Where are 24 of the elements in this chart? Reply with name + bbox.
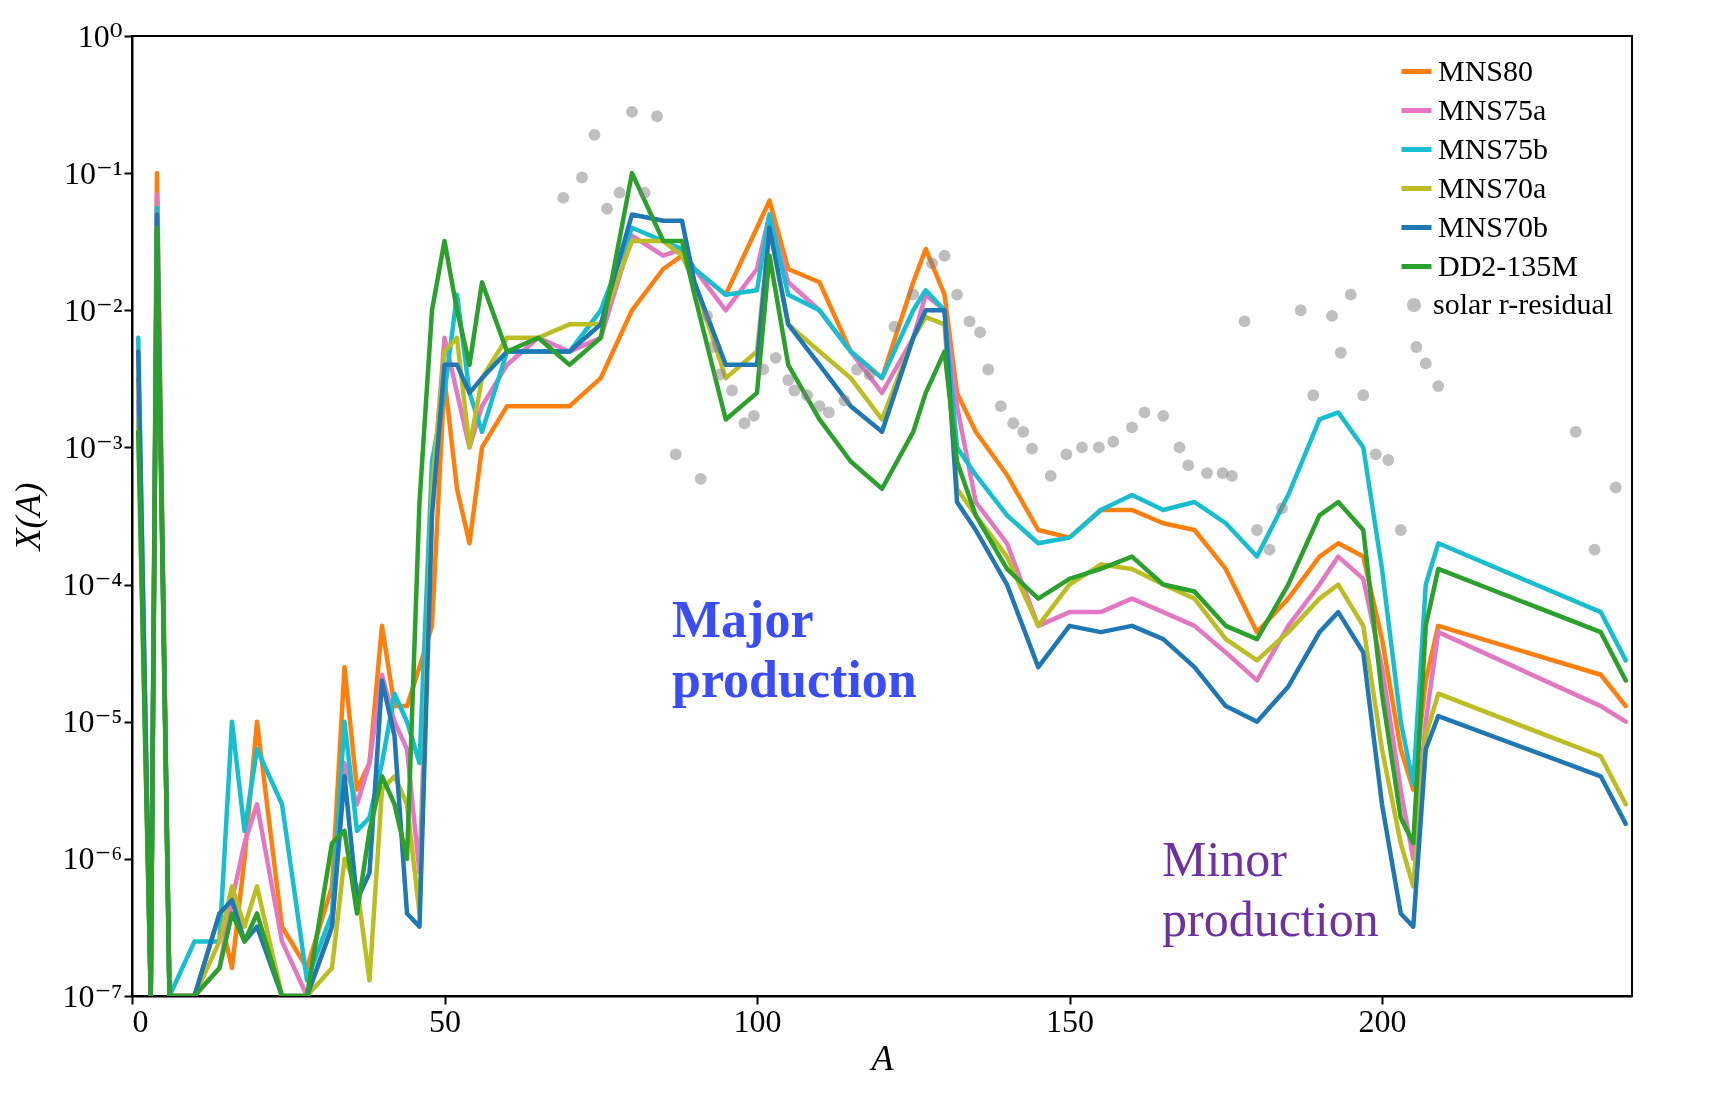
x-tick-label: 50 <box>429 1002 461 1039</box>
y-tick-label: 10⁻⁷ <box>62 977 123 1014</box>
y-tick-label: 10⁻⁵ <box>62 703 123 740</box>
x-tick-label: 200 <box>1358 1002 1407 1039</box>
x-tick-label: 0 <box>132 1002 149 1039</box>
y-tick-label: 10⁻⁶ <box>62 840 123 877</box>
legend-label: MNS70a <box>1438 170 1547 204</box>
annotation: Major production <box>672 591 917 708</box>
y-tick-label: 10⁻² <box>64 291 123 328</box>
y-tick-label: 10⁻⁴ <box>62 566 123 603</box>
y-tick-label: 10⁻¹ <box>64 154 123 191</box>
legend-label: MNS80 <box>1438 53 1534 87</box>
annotation: Minor production <box>1162 831 1379 947</box>
legend-label: MNS75b <box>1438 131 1549 165</box>
x-tick-label: 100 <box>733 1002 782 1039</box>
legend-label: MNS75a <box>1438 92 1547 126</box>
y-tick-label: 10⁰ <box>77 17 123 54</box>
legend-label: MNS70b <box>1438 209 1549 243</box>
y-tick-label: 10⁻³ <box>64 428 123 465</box>
legend-label: DD2-135M <box>1438 248 1578 282</box>
x-axis-title: A <box>869 1037 895 1078</box>
legend-label: solar r-residual <box>1433 287 1614 320</box>
x-tick-label: 150 <box>1046 1002 1094 1039</box>
y-axis-title: X(A) <box>8 482 49 553</box>
